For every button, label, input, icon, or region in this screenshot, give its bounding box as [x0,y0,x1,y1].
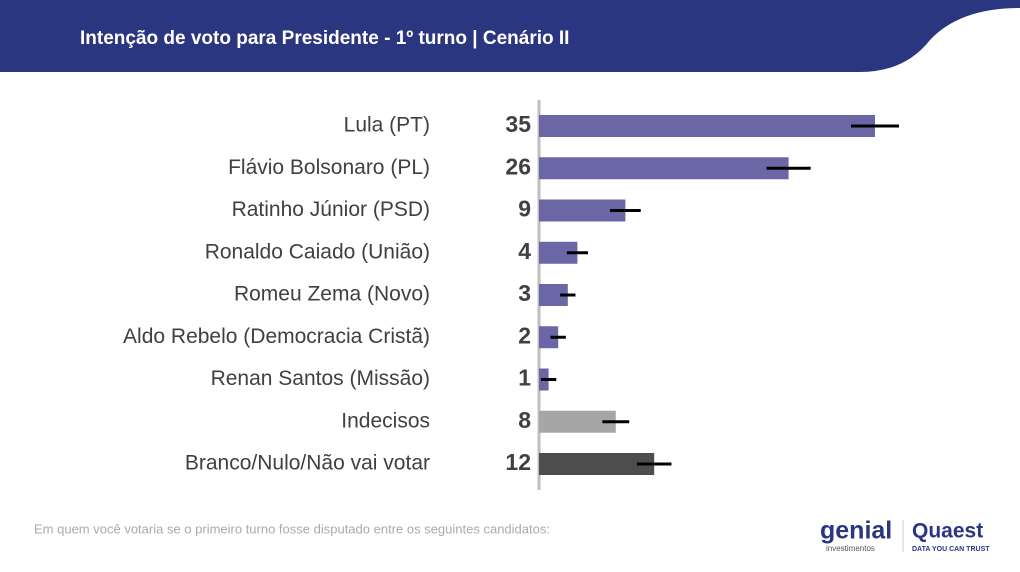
category-label: Lula (PT) [344,114,430,137]
logo-genial: genial [820,517,892,545]
value-label: 9 [518,196,531,222]
bar [539,241,578,264]
logo-quaest-sub: DATA YOU CAN TRUST [912,546,990,553]
value-label: 2 [518,322,531,348]
logo-genial-sub: investimentos [826,544,875,553]
category-label: Flávio Bolsonaro (PL) [228,156,430,179]
bar [539,115,875,137]
value-label: 3 [518,280,531,306]
value-label: 26 [505,153,531,179]
bar [539,284,568,306]
category-label: Branco/Nulo/Não vai votar [185,452,430,475]
footnote: Em quem você votaria se o primeiro turno… [34,521,550,536]
category-label: Romeu Zema (Novo) [234,283,430,306]
category-label: Ratinho Júnior (PSD) [232,198,430,221]
bar [539,326,559,349]
category-label: Renan Santos (Missão) [211,367,430,390]
chart-title: Intenção de voto para Presidente - 1º tu… [80,28,569,49]
category-label: Ronaldo Caiado (União) [205,240,430,263]
value-label: 1 [518,365,531,391]
value-label: 35 [505,111,531,137]
category-label: Indecisos [341,409,430,432]
bar [539,157,789,180]
category-label: Aldo Rebelo (Democracia Cristã) [123,325,430,348]
bar [539,199,626,222]
value-label: 12 [505,449,531,475]
header-band [0,0,1020,72]
bar [539,453,655,475]
logo-quaest: Quaest [912,520,983,543]
value-label: 8 [518,407,531,433]
value-label: 4 [518,238,531,264]
bar [539,410,616,433]
